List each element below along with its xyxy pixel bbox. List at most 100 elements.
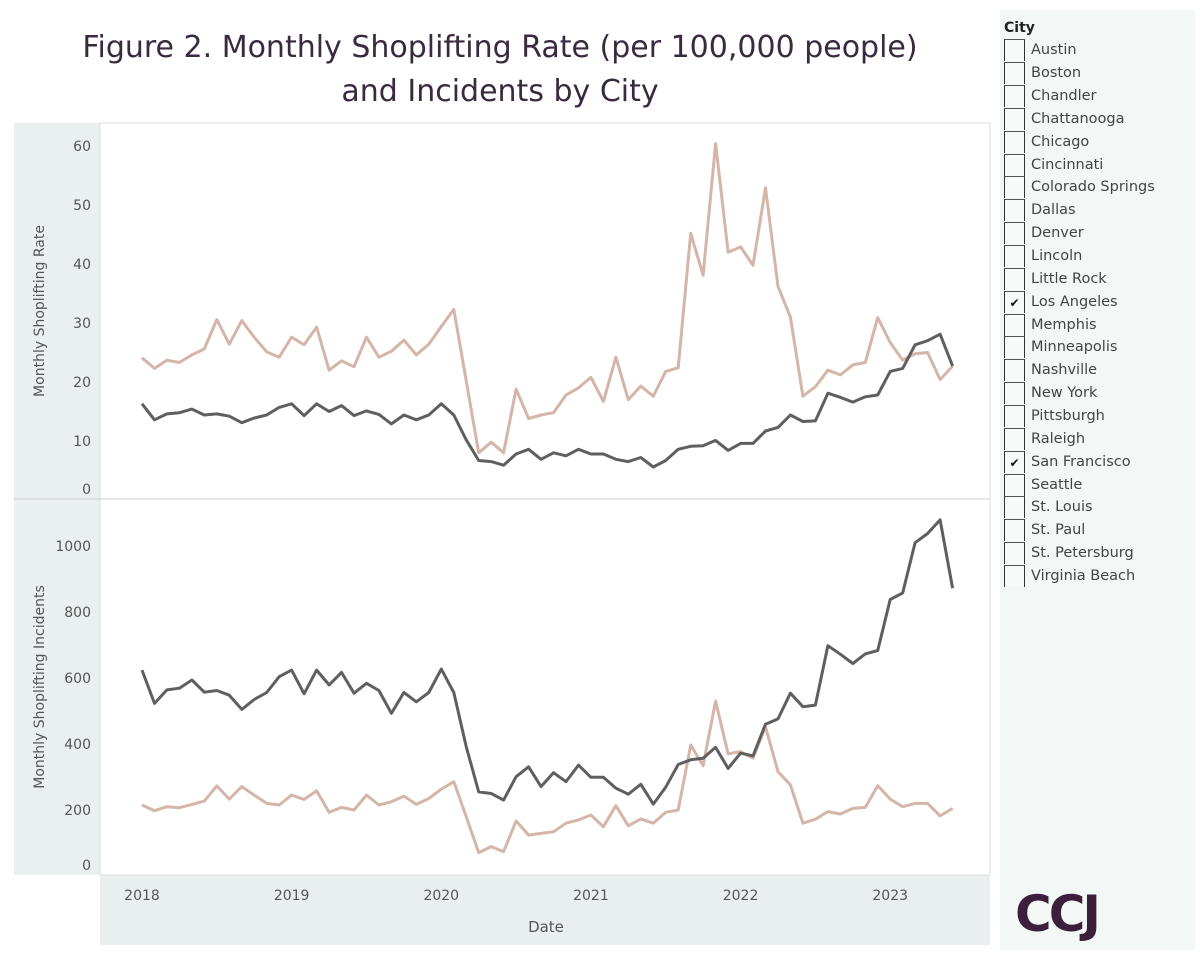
checkbox[interactable]	[1004, 153, 1025, 176]
checkbox[interactable]	[1004, 496, 1025, 519]
x-tick-label: 2022	[723, 888, 759, 904]
checkbox[interactable]	[1004, 39, 1025, 62]
city-filter-label: Chandler	[1031, 88, 1097, 105]
city-filter-item[interactable]: Cincinnati	[1004, 153, 1189, 176]
y-tick-label: 200	[64, 803, 91, 819]
y-tick-label: 40	[73, 257, 91, 273]
city-filter-label: Colorado Springs	[1031, 179, 1155, 196]
city-filter-item[interactable]: Lincoln	[1004, 245, 1189, 268]
checkbox[interactable]	[1004, 336, 1025, 359]
city-filter-item[interactable]: St. Paul	[1004, 519, 1189, 542]
city-filter-label: Raleigh	[1031, 430, 1086, 447]
checkbox[interactable]	[1004, 519, 1025, 542]
checkbox[interactable]	[1004, 222, 1025, 245]
city-filter-item[interactable]: New York	[1004, 382, 1189, 405]
city-filter-label: St. Louis	[1031, 499, 1093, 516]
city-filter-label: Seattle	[1031, 476, 1083, 493]
city-filter-label: Chicago	[1031, 133, 1090, 150]
x-tick-label: 2020	[423, 888, 459, 904]
x-tick-label: 2018	[124, 888, 160, 904]
city-filter-item[interactable]: St. Louis	[1004, 496, 1189, 519]
city-filter-panel: City Austin Boston Chandler Chattanooga Chic…	[1000, 10, 1195, 950]
checkbox[interactable]	[1004, 313, 1025, 336]
checkbox[interactable]	[1004, 404, 1025, 427]
city-filter-item[interactable]: Chicago	[1004, 130, 1189, 153]
city-filter-item[interactable]: Austin	[1004, 39, 1189, 62]
city-filter-label: Nashville	[1031, 362, 1098, 379]
city-filter-label: Pittsburgh	[1031, 407, 1105, 424]
x-tick-label: 2023	[872, 888, 908, 904]
city-filter-label: Chattanooga	[1031, 110, 1125, 127]
city-filter-label: St. Petersburg	[1031, 545, 1134, 562]
checkbox[interactable]	[1004, 62, 1025, 85]
checkbox[interactable]	[1004, 564, 1025, 587]
y-tick-label: 20	[73, 375, 91, 391]
series-line-incidents-0	[141, 699, 954, 855]
checkbox[interactable]	[1004, 130, 1025, 153]
chart-title: Figure 2. Monthly Shoplifting Rate (per …	[0, 26, 1000, 114]
chart-title-line-1: Figure 2. Monthly Shoplifting Rate (per …	[82, 30, 918, 65]
city-filter-item[interactable]: Seattle	[1004, 473, 1189, 496]
city-filter-label: Boston	[1031, 65, 1082, 82]
checkbox[interactable]	[1004, 245, 1025, 268]
city-filter-label: New York	[1031, 385, 1098, 402]
y-tick-label: 800	[64, 605, 91, 621]
checkbox[interactable]: ✔	[1004, 290, 1025, 313]
city-filter-label: Memphis	[1031, 316, 1097, 333]
city-filter-label: Minneapolis	[1031, 339, 1118, 356]
city-filter-item[interactable]: Chandler	[1004, 85, 1189, 108]
checkbox[interactable]	[1004, 382, 1025, 405]
y-axis-title-rate: Monthly Shoplifting Rate	[32, 225, 48, 397]
city-filter-item[interactable]: Denver	[1004, 222, 1189, 245]
city-filter-item[interactable]: Nashville	[1004, 359, 1189, 382]
city-filter-label: Little Rock	[1031, 270, 1107, 287]
city-filter-item[interactable]: Little Rock	[1004, 267, 1189, 291]
y-tick-label: 0	[82, 482, 91, 498]
series-line-incidents-1	[140, 518, 955, 806]
y-tick-label: 10	[73, 434, 91, 450]
y-tick-label: 400	[64, 737, 91, 753]
city-filter-label: Cincinnati	[1031, 156, 1104, 173]
city-filter-item[interactable]: ✔ San Francisco	[1004, 450, 1189, 473]
city-filter-item[interactable]: ✔ Los Angeles	[1004, 290, 1189, 313]
y-axis-title-incidents: Monthly Shoplifting Incidents	[32, 585, 48, 789]
y-tick-label: 600	[64, 671, 91, 687]
ccj-logo: CCJ	[1015, 885, 1101, 943]
city-filter-label: Dallas	[1031, 202, 1076, 219]
city-filter-item[interactable]: Colorado Springs	[1004, 176, 1189, 199]
series-line-rate-0	[141, 142, 954, 455]
city-filter-item[interactable]: Boston	[1004, 62, 1189, 85]
y-tick-label: 1000	[55, 539, 91, 555]
checkbox[interactable]	[1004, 542, 1025, 565]
city-filter-label: Denver	[1031, 225, 1084, 242]
city-filter-label: San Francisco	[1031, 453, 1131, 470]
city-filter-item[interactable]: Raleigh	[1004, 427, 1189, 450]
chart-title-line-2: and Incidents by City	[341, 74, 659, 109]
checkbox[interactable]	[1004, 199, 1025, 222]
checkbox[interactable]	[1004, 427, 1025, 450]
city-filter-label: Virginia Beach	[1031, 567, 1136, 584]
city-filter-item[interactable]: Dallas	[1004, 199, 1189, 222]
x-tick-label: 2021	[573, 888, 609, 904]
x-tick-label: 2019	[274, 888, 310, 904]
checkbox[interactable]	[1004, 107, 1025, 130]
city-filter-title: City	[1004, 20, 1035, 36]
x-axis-title: Date	[528, 918, 564, 936]
city-filter-item[interactable]: Memphis	[1004, 313, 1189, 336]
city-filter-label: St. Paul	[1031, 522, 1086, 539]
city-filter-item[interactable]: Chattanooga	[1004, 107, 1189, 131]
city-filter-label: Los Angeles	[1031, 293, 1118, 310]
city-filter-item[interactable]: Virginia Beach	[1004, 564, 1189, 588]
checkbox[interactable]	[1004, 176, 1025, 199]
city-filter-item[interactable]: Minneapolis	[1004, 336, 1189, 359]
city-filter-item[interactable]: St. Petersburg	[1004, 542, 1189, 565]
checkbox[interactable]: ✔	[1004, 450, 1025, 473]
checkbox[interactable]	[1004, 85, 1025, 108]
checkbox[interactable]	[1004, 473, 1025, 496]
checkbox[interactable]	[1004, 359, 1025, 382]
city-filter-item[interactable]: Pittsburgh	[1004, 404, 1189, 428]
y-tick-label: 60	[73, 139, 91, 155]
checkbox[interactable]	[1004, 267, 1025, 290]
city-filter-label: Lincoln	[1031, 248, 1083, 265]
